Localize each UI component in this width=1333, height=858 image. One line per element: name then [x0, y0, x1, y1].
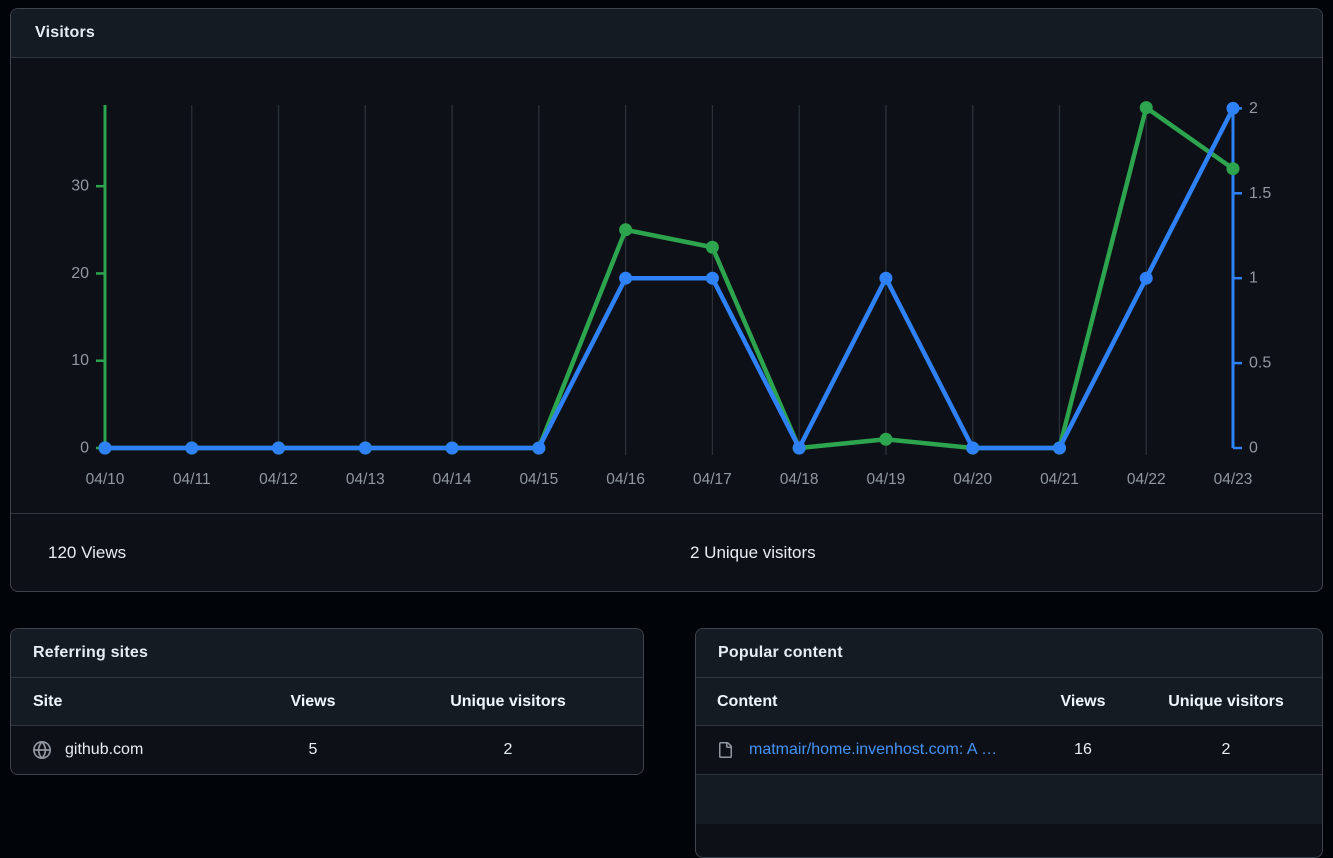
referring-sites-title: Referring sites	[33, 644, 149, 661]
visitors-chart-svg[interactable]: 0 10 20 30 0 0.5 1 1.5 2 04/10 04/11 04/12 04/13 04/1…	[11, 58, 1322, 513]
svg-text:04/10: 04/10	[86, 471, 125, 488]
column-header-views: Views	[1060, 692, 1106, 710]
svg-text:20: 20	[71, 265, 89, 282]
popular-content-row: matmair/home.invenhost.com: A … 16 2	[696, 726, 1322, 774]
popular-content-column-header-row: Content Views Unique visitors	[696, 678, 1322, 726]
popular-content-next-row-clipped	[696, 774, 1322, 824]
globe-icon	[33, 741, 51, 759]
column-header-unique: Unique visitors	[1168, 692, 1284, 710]
column-header-content: Content	[717, 692, 778, 710]
svg-text:04/17: 04/17	[693, 471, 732, 488]
svg-text:04/23: 04/23	[1214, 471, 1253, 488]
popular-content-link[interactable]: matmair/home.invenhost.com: A …	[749, 741, 998, 758]
file-icon	[717, 742, 733, 758]
visitors-panel: Visitors 0 10 20 30 0 0.5 1 1.5 2 04/10 04/11 04/12…	[10, 8, 1323, 592]
column-header-views: Views	[290, 692, 336, 710]
visitors-panel-header: Visitors	[11, 9, 1322, 58]
svg-text:04/18: 04/18	[780, 471, 819, 488]
popular-content-title: Popular content	[718, 644, 843, 661]
svg-text:0.5: 0.5	[1249, 355, 1271, 372]
referrer-unique-count: 2	[503, 741, 513, 758]
referring-sites-column-header-row: Site Views Unique visitors	[11, 678, 643, 726]
svg-text:1: 1	[1249, 270, 1258, 287]
svg-text:04/22: 04/22	[1127, 471, 1166, 488]
referring-sites-panel: Referring sites Site Views Unique visito…	[10, 628, 644, 775]
svg-text:04/21: 04/21	[1040, 471, 1079, 488]
visitors-title: Visitors	[35, 24, 95, 41]
total-views-stat: 120 Views	[48, 542, 127, 562]
total-unique-visitors-stat: 2 Unique visitors	[690, 542, 816, 562]
referring-site-row: github.com 5 2	[11, 726, 643, 774]
referring-sites-header: Referring sites	[11, 629, 643, 678]
svg-text:04/14: 04/14	[433, 471, 472, 488]
svg-text:04/15: 04/15	[519, 471, 558, 488]
content-unique-count: 2	[1221, 741, 1231, 758]
svg-text:10: 10	[71, 352, 89, 369]
svg-text:30: 30	[71, 178, 89, 195]
referrer-views-count: 5	[308, 741, 318, 758]
visitors-summary: 120 Views 2 Unique visitors	[11, 513, 1322, 591]
svg-text:04/11: 04/11	[173, 471, 211, 488]
svg-text:1.5: 1.5	[1249, 185, 1271, 202]
svg-text:2: 2	[1249, 100, 1258, 117]
content-views-count: 16	[1074, 741, 1092, 758]
svg-text:04/13: 04/13	[346, 471, 385, 488]
traffic-page: { "visitors_panel": { "title": "Visitors…	[10, 8, 1323, 858]
visitors-line-chart[interactable]: 0 10 20 30 0 0.5 1 1.5 2 04/10 04/11 04/12 04/13 04/1…	[11, 58, 1322, 513]
popular-content-panel: Popular content Content Views Unique vis…	[695, 628, 1323, 858]
column-header-unique: Unique visitors	[450, 692, 566, 710]
svg-text:0: 0	[1249, 440, 1258, 457]
column-header-site: Site	[33, 692, 63, 710]
svg-text:0: 0	[80, 440, 89, 457]
svg-text:04/20: 04/20	[953, 471, 992, 488]
svg-text:04/19: 04/19	[867, 471, 906, 488]
svg-text:04/16: 04/16	[606, 471, 645, 488]
svg-text:04/12: 04/12	[259, 471, 298, 488]
referrer-site-name: github.com	[65, 741, 144, 758]
popular-content-header: Popular content	[696, 629, 1322, 678]
